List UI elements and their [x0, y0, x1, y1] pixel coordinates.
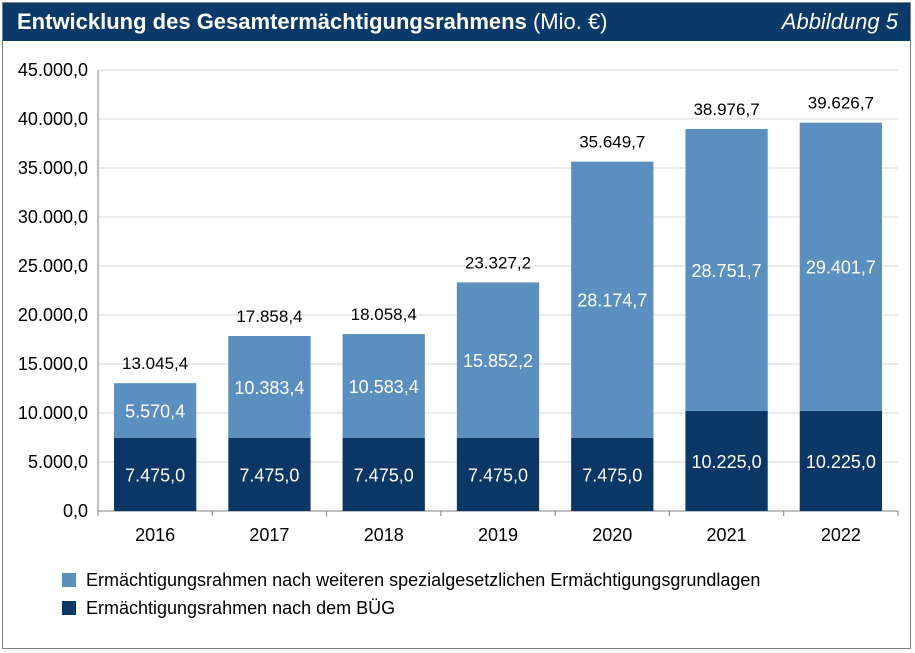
data-label: 7.475,0	[582, 465, 642, 485]
total-label: 18.058,4	[351, 305, 417, 324]
total-label: 39.626,7	[808, 94, 874, 113]
total-label: 13.045,4	[122, 354, 188, 373]
y-tick-label: 45.000,0	[18, 60, 88, 80]
bar-segment-other	[571, 161, 654, 438]
y-tick-label: 35.000,0	[18, 158, 88, 178]
legend-swatch-top	[62, 573, 76, 587]
data-label: 15.852,2	[463, 351, 533, 371]
y-tick-label: 25.000,0	[18, 256, 88, 276]
data-label: 10.383,4	[234, 378, 304, 398]
figure-label: Abbildung 5	[781, 9, 898, 34]
chart-title: Entwicklung des Gesamtermächtigungsrahme…	[17, 9, 608, 34]
x-tick-label: 2019	[478, 525, 518, 545]
data-label: 29.401,7	[806, 258, 876, 278]
x-tick-label: 2021	[707, 525, 747, 545]
y-tick-label: 20.000,0	[18, 305, 88, 325]
bar-segment-bug	[685, 410, 768, 511]
bar-segment-bug	[228, 437, 311, 511]
total-label: 35.649,7	[579, 133, 645, 152]
bar-segment-other	[799, 122, 882, 411]
y-tick-label: 10.000,0	[18, 403, 88, 423]
y-tick-label: 15.000,0	[18, 354, 88, 374]
x-tick-label: 2017	[249, 525, 289, 545]
total-label: 23.327,2	[465, 253, 531, 272]
data-label: 7.475,0	[125, 465, 185, 485]
y-tick-label: 30.000,0	[18, 207, 88, 227]
bar-segment-other	[342, 334, 425, 438]
y-tick-label: 5.000,0	[28, 452, 88, 472]
legend-item-top: Ermächtigungsrahmen nach weiteren spezia…	[62, 566, 760, 594]
bar-segment-bug	[342, 437, 425, 511]
x-tick-label: 2018	[364, 525, 404, 545]
title-bar: Entwicklung des Gesamtermächtigungsrahme…	[3, 3, 910, 41]
bar-segment-bug	[114, 437, 197, 511]
legend-item-bottom: Ermächtigungsrahmen nach dem BÜG	[62, 594, 760, 622]
total-label: 38.976,7	[693, 100, 759, 119]
data-label: 28.751,7	[692, 261, 762, 281]
data-label: 28.174,7	[577, 291, 647, 311]
bar-segment-other	[114, 383, 197, 438]
bar-segment-other	[456, 282, 540, 438]
data-label: 10.225,0	[806, 452, 876, 472]
legend-swatch-bottom	[62, 601, 76, 615]
data-label: 10.583,4	[349, 377, 419, 397]
data-label: 10.225,0	[692, 452, 762, 472]
chart-unit: (Mio. €)	[532, 9, 608, 34]
data-label: 7.475,0	[239, 465, 299, 485]
data-label: 7.475,0	[468, 465, 528, 485]
bar-segment-bug	[571, 437, 654, 511]
data-label: 7.475,0	[354, 465, 414, 485]
legend-label-bottom: Ermächtigungsrahmen nach dem BÜG	[86, 597, 396, 618]
x-tick-label: 2022	[821, 525, 861, 545]
y-tick-label: 40.000,0	[18, 109, 88, 129]
legend: Ermächtigungsrahmen nach weiteren spezia…	[62, 566, 760, 622]
data-label: 5.570,4	[125, 401, 185, 421]
total-label: 17.858,4	[236, 307, 302, 326]
x-tick-label: 2016	[135, 525, 175, 545]
x-tick-label: 2020	[592, 525, 632, 545]
legend-label-top: Ermächtigungsrahmen nach weiteren spezia…	[86, 569, 761, 590]
bar-segment-bug	[456, 437, 540, 511]
bar-segment-other	[228, 335, 311, 438]
y-tick-label: 0,0	[63, 501, 88, 521]
bar-segment-bug	[799, 410, 882, 511]
bar-segment-other	[685, 129, 768, 411]
